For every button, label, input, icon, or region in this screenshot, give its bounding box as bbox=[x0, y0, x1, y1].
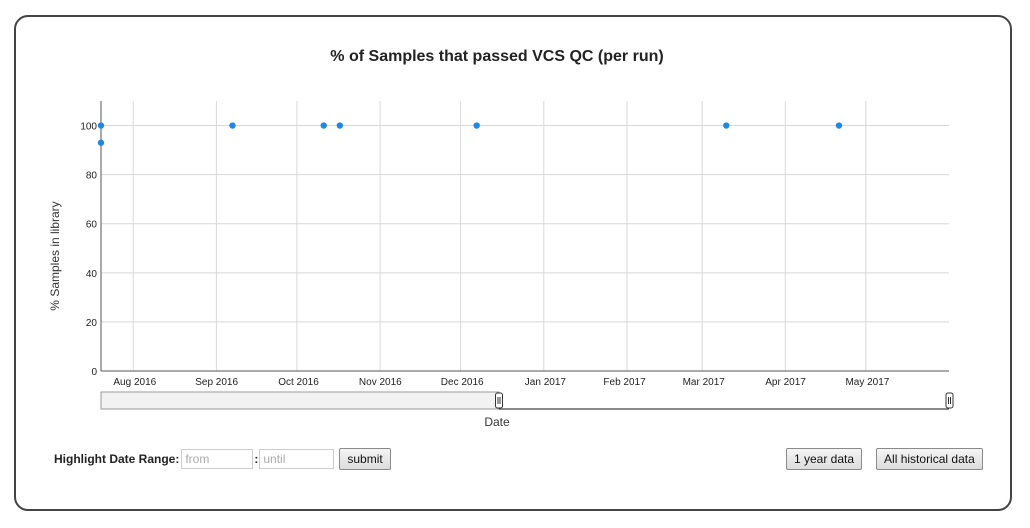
one-year-data-button[interactable]: 1 year data bbox=[786, 448, 863, 470]
x-tick-label: May 2017 bbox=[845, 377, 889, 388]
all-historical-data-button[interactable]: All historical data bbox=[876, 448, 983, 470]
x-tick-label: Oct 2016 bbox=[278, 377, 319, 388]
y-tick-label: 100 bbox=[80, 122, 97, 133]
navigator-selected-range[interactable] bbox=[100, 391, 500, 410]
data-point bbox=[473, 122, 480, 129]
scatter-chart: % of Samples that passed VCS QC (per run… bbox=[48, 48, 954, 429]
x-tick-label: Sep 2016 bbox=[195, 377, 238, 388]
y-tick-label: 20 bbox=[86, 318, 98, 329]
x-tick-label: Dec 2016 bbox=[441, 377, 484, 388]
navigator-left-handle[interactable] bbox=[495, 392, 503, 409]
range-buttons: 1 year data All historical data bbox=[786, 447, 983, 471]
highlight-label: Highlight Date Range: bbox=[54, 452, 180, 466]
x-axis-label: Date bbox=[484, 415, 510, 429]
y-tick-labels: 0 20 40 60 80 100 bbox=[80, 122, 97, 378]
data-point bbox=[723, 122, 730, 129]
data-point bbox=[97, 139, 105, 146]
y-tick-label: 0 bbox=[91, 367, 97, 378]
range-colon: : bbox=[254, 452, 259, 466]
data-point bbox=[97, 122, 105, 129]
data-point bbox=[320, 122, 327, 129]
from-date-input[interactable] bbox=[181, 449, 254, 469]
submit-button[interactable]: submit bbox=[339, 448, 391, 470]
axes bbox=[100, 101, 949, 372]
x-tick-label: Aug 2016 bbox=[113, 377, 156, 388]
range-navigator[interactable] bbox=[100, 391, 954, 410]
x-tick-label: Apr 2017 bbox=[765, 377, 806, 388]
chart-title: % of Samples that passed VCS QC (per run… bbox=[330, 48, 663, 65]
chart-panel bbox=[14, 15, 1012, 511]
highlight-date-range: Highlight Date Range: : submit bbox=[54, 447, 391, 471]
y-axis-label: % Samples in library bbox=[48, 201, 62, 310]
y-tick-label: 40 bbox=[86, 269, 98, 280]
until-date-input[interactable] bbox=[259, 449, 335, 469]
y-tick-label: 60 bbox=[86, 220, 98, 231]
y-tick-label: 80 bbox=[86, 171, 98, 182]
data-point bbox=[336, 122, 344, 129]
data-point bbox=[229, 122, 236, 129]
data-points bbox=[97, 122, 843, 146]
data-point bbox=[835, 122, 843, 129]
x-tick-label: Nov 2016 bbox=[359, 377, 402, 388]
navigator-right-handle[interactable] bbox=[945, 392, 954, 409]
x-tick-label: Jan 2017 bbox=[525, 377, 567, 388]
x-tick-labels: Aug 2016 Sep 2016 Oct 2016 Nov 2016 Dec 2016… bbox=[113, 377, 889, 388]
grid-lines bbox=[101, 101, 949, 371]
x-tick-label: Mar 2017 bbox=[683, 377, 726, 388]
x-tick-label: Feb 2017 bbox=[603, 377, 646, 388]
